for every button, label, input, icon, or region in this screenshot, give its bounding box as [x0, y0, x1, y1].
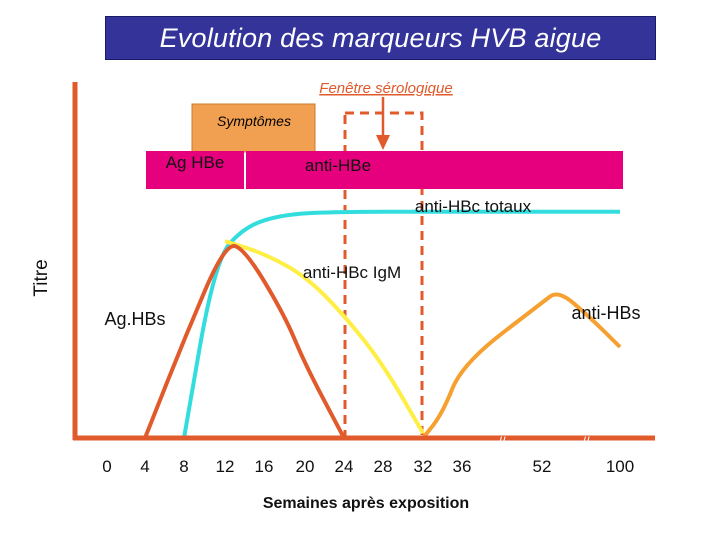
- x-tick-label: 24: [335, 457, 354, 476]
- anti-hbe-label: anti-HBe: [305, 156, 371, 175]
- ag-hbe-bar: [146, 151, 244, 189]
- x-tick-label: 52: [533, 457, 552, 476]
- chart-title-box: Evolution des marqueurs HVB aigue: [105, 16, 656, 60]
- symptoms-label: Symptômes: [217, 113, 291, 129]
- ag-hbe-label: Ag HBe: [166, 153, 225, 172]
- x-tick-label: 36: [453, 457, 472, 476]
- series-label-anti-hbc-igm: anti-HBc IgM: [303, 263, 401, 282]
- series-line-ag-hbs: [143, 244, 346, 439]
- x-axis-label: Semaines après exposition: [263, 495, 469, 512]
- serological-window-arrow-head: [376, 135, 390, 150]
- x-tick-label: 20: [296, 457, 315, 476]
- axis-break-mark: //: [582, 434, 590, 449]
- x-tick-label: 8: [179, 457, 188, 476]
- x-tick-labels: 0 4 8 12 16 20 24 28 32 36 52 100: [102, 457, 634, 476]
- x-tick-label: 32: [414, 457, 433, 476]
- series-label-anti-hbs: anti-HBs: [571, 303, 640, 323]
- axis-break-mark: //: [498, 434, 506, 449]
- x-tick-label: 28: [374, 457, 393, 476]
- serological-window-label: Fenêtre sérologique: [319, 80, 452, 97]
- anti-hbe-bar: [246, 151, 623, 189]
- series-line-anti-hbs: [421, 292, 622, 440]
- x-tick-label: 16: [255, 457, 274, 476]
- chart-title: Evolution des marqueurs HVB aigue: [159, 22, 602, 53]
- series-label-anti-hbc-totaux: anti-HBc totaux: [415, 197, 532, 216]
- x-tick-label: 12: [216, 457, 235, 476]
- x-tick-label: 100: [606, 457, 634, 476]
- y-axis-label: Titre: [31, 259, 52, 296]
- x-tick-label: 4: [140, 457, 149, 476]
- x-tick-label: 0: [102, 457, 111, 476]
- series-line-anti-hbc-totaux: [182, 209, 620, 439]
- series-line-anti-hbc-igm: [224, 239, 425, 435]
- series-label-ag-hbs: Ag.HBs: [104, 309, 165, 329]
